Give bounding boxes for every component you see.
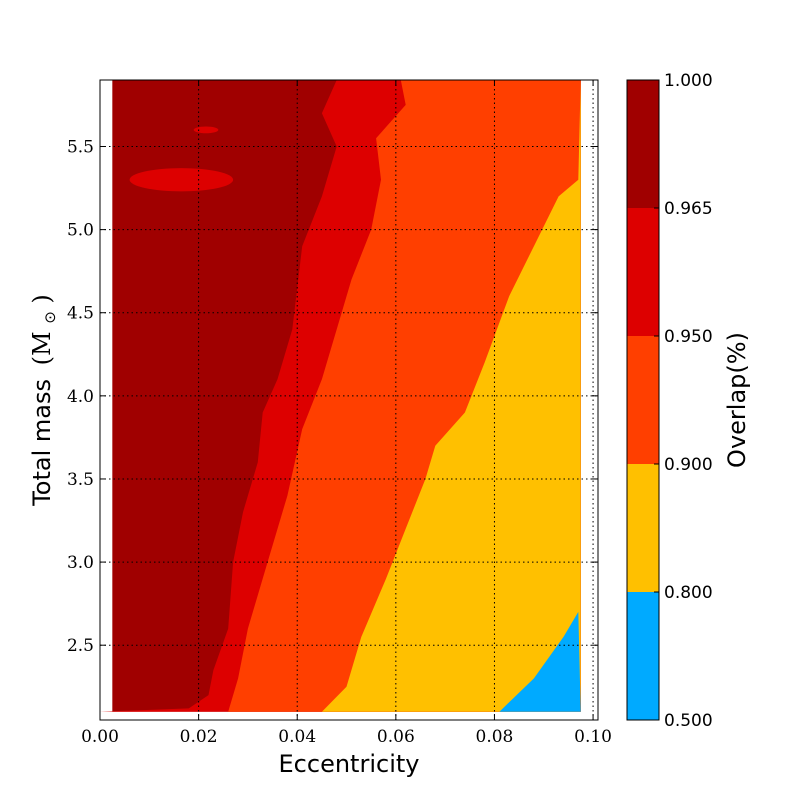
y-tick-label: 4.0 [67,387,94,407]
grid-lines [100,80,598,720]
y-axis-ticks: 2.5 3.0 3.5 4.0 4.5 5.0 5.5 [67,137,598,656]
colorbar-tick-label: 0.900 [664,455,713,475]
contour-island [129,168,234,192]
x-tick-label: 0.08 [476,727,514,747]
contour-region-0500-0800 [499,611,581,712]
contour-region-0800-0900 [321,80,581,712]
y-tick-label: 5.0 [67,221,94,241]
colorbar-segment [627,208,659,336]
contour-fills [100,80,581,712]
y-axis-label-open: (M [28,331,56,365]
x-tick-label: 0.02 [180,727,218,747]
y-tick-label: 3.0 [67,553,94,573]
colorbar-frame [626,79,660,721]
contour-island [193,126,219,134]
x-axis-ticks: 0.00 0.02 0.04 0.06 0.08 0.10 [81,80,612,747]
y-axis-label: Total mass (M ⊙ ) [28,294,61,507]
x-tick-label: 0.10 [574,727,612,747]
colorbar-tick-label: 0.800 [664,583,713,603]
colorbar-tick-label: 0.965 [664,199,713,219]
x-tick-label: 0.06 [377,727,415,747]
plot-frame [99,79,599,721]
colorbar-tick-label: 0.500 [664,711,713,731]
colorbar-tick-label: 0.950 [664,327,713,347]
y-tick-label: 5.5 [67,137,94,157]
colorbar-tick-label: 1.000 [664,71,713,91]
colorbar: 0.500 0.800 0.900 0.950 0.965 1.000 [626,71,713,731]
colorbar-label: Overlap(%) [723,332,751,468]
y-axis-label-text: Total mass [28,379,56,507]
colorbar-segment [627,80,659,208]
contour-island [356,93,377,100]
colorbar-segment [627,336,659,464]
colorbar-segment [627,464,659,592]
y-tick-label: 4.5 [67,304,94,324]
colorbar-segment [627,592,659,720]
y-axis-label-close: ) [28,294,56,303]
y-tick-label: 2.5 [67,636,94,656]
y-tick-label: 3.5 [67,470,94,490]
x-tick-label: 0.04 [278,727,316,747]
plot-area [99,79,599,721]
y-axis-label-sun-symbol: ⊙ [41,311,59,324]
x-axis-label: Eccentricity [279,750,420,778]
x-tick-label: 0.00 [81,727,119,747]
